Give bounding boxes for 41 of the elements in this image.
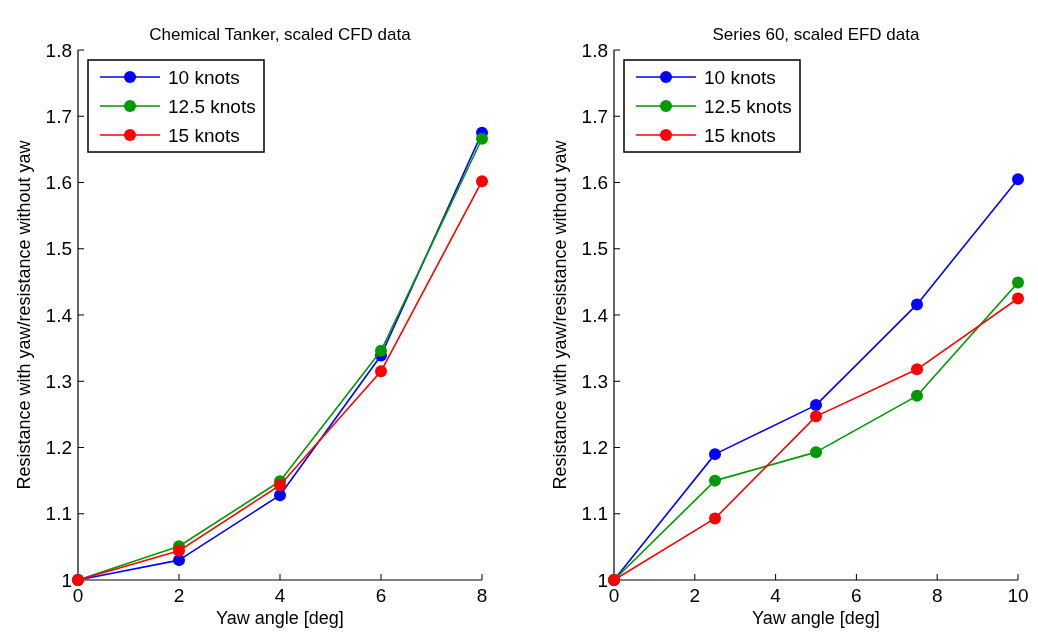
y-tick-label: 1.2 bbox=[581, 437, 608, 459]
x-tick-label: 4 bbox=[274, 585, 286, 606]
y-tick-label: 1.5 bbox=[45, 238, 72, 260]
y-tick-label: 1 bbox=[61, 569, 72, 591]
y-tick-label: 1.6 bbox=[581, 172, 608, 194]
x-tick-label: 6 bbox=[851, 585, 862, 606]
x-tick-label: 8 bbox=[931, 585, 943, 606]
x-axis-title: Yaw angle [deg] bbox=[752, 608, 880, 628]
x-tick-label: 6 bbox=[375, 585, 387, 606]
y-tick-label: 1.2 bbox=[45, 437, 72, 459]
y-tick-label: 1.1 bbox=[581, 503, 608, 525]
x-tick-label: 0 bbox=[608, 585, 620, 606]
y-tick-label: 1.5 bbox=[581, 238, 608, 260]
y-tick-label: 1.8 bbox=[45, 39, 72, 61]
y-tick-label: 1.3 bbox=[45, 370, 72, 392]
x-tick-label: 0 bbox=[72, 585, 84, 606]
y-tick-label: 1.7 bbox=[581, 105, 608, 127]
y-tick-label: 1.7 bbox=[45, 105, 72, 127]
legend-label: 12.5 knots bbox=[168, 95, 256, 117]
x-tick-label: 2 bbox=[173, 585, 185, 606]
y-tick-label: 1.6 bbox=[45, 172, 72, 194]
chart-title: Chemical Tanker, scaled CFD data bbox=[149, 25, 412, 44]
y-tick-label: 1.3 bbox=[581, 370, 608, 392]
x-axis-title: Yaw angle [deg] bbox=[216, 608, 344, 628]
chart-title: Series 60, scaled EFD data bbox=[712, 25, 921, 44]
legend-label: 10 knots bbox=[168, 66, 240, 88]
y-axis-title: Resistance with yaw/resistance without yaw bbox=[550, 139, 570, 490]
y-tick-label: 1 bbox=[597, 569, 608, 591]
y-tick-label: 1.1 bbox=[45, 503, 72, 525]
y-tick-label: 1.4 bbox=[581, 304, 609, 326]
legend-label: 15 knots bbox=[704, 124, 776, 146]
y-tick-label: 1.8 bbox=[581, 39, 608, 61]
x-tick-label: 2 bbox=[689, 585, 701, 606]
legend-label: 15 knots bbox=[168, 124, 240, 146]
y-axis-title: Resistance with yaw/resistance without yaw bbox=[14, 139, 34, 490]
x-tick-label: 8 bbox=[476, 585, 488, 606]
y-tick-label: 1.4 bbox=[45, 304, 73, 326]
legend-label: 12.5 knots bbox=[704, 95, 792, 117]
legend-label: 10 knots bbox=[704, 66, 776, 88]
x-tick-label: 4 bbox=[770, 585, 782, 606]
x-tick-label: 10 bbox=[1007, 585, 1029, 606]
